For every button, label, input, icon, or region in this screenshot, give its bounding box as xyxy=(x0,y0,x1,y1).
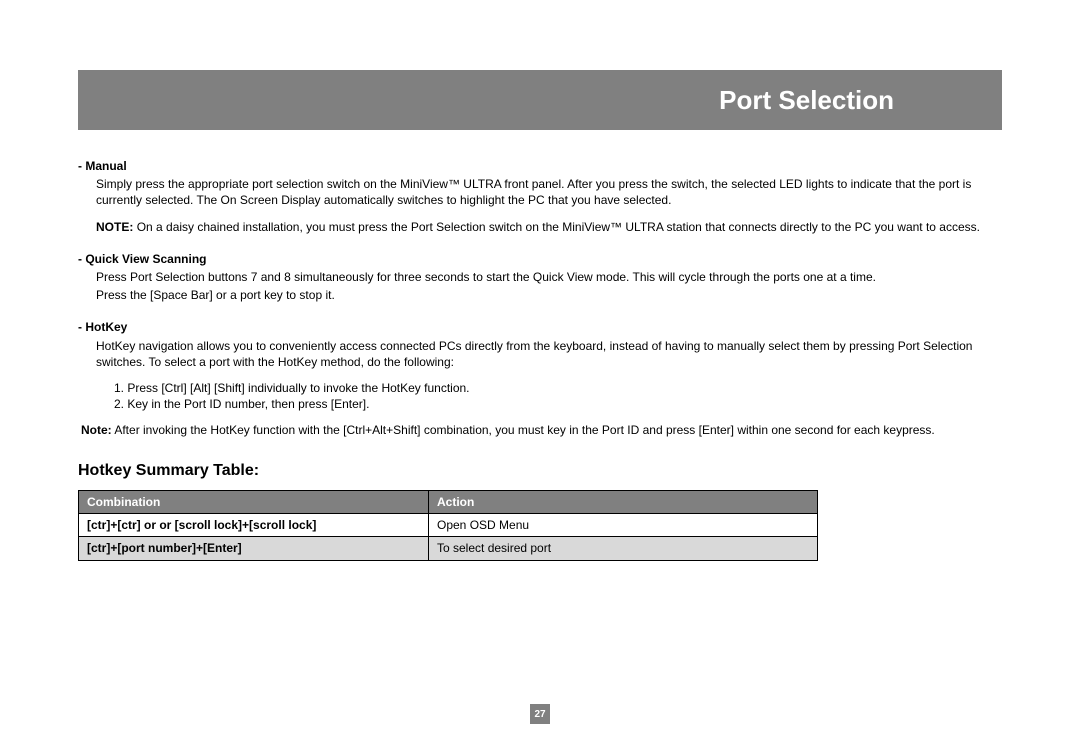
body-content: - Manual Simply press the appropriate po… xyxy=(78,158,1002,561)
hotkey-step-2: 2. Key in the Port ID number, then press… xyxy=(114,396,1002,412)
note-prefix: Note: xyxy=(81,423,112,437)
page-title: Port Selection xyxy=(719,85,894,116)
hotkey-step-1: 1. Press [Ctrl] [Alt] [Shift] individual… xyxy=(114,380,1002,396)
note-prefix: NOTE: xyxy=(96,220,133,234)
section-hotkey-body: HotKey navigation allows you to convenie… xyxy=(96,338,1002,370)
note-text: On a daisy chained installation, you mus… xyxy=(137,220,980,234)
section-manual-note: NOTE: On a daisy chained installation, y… xyxy=(118,219,1002,235)
table-row: [ctr]+[ctr] or or [scroll lock]+[scroll … xyxy=(79,514,818,537)
section-manual-body: Simply press the appropriate port select… xyxy=(96,176,1002,208)
cell-action: Open OSD Menu xyxy=(429,514,818,537)
col-header-combination: Combination xyxy=(79,491,429,514)
cell-combo: [ctr]+[ctr] or or [scroll lock]+[scroll … xyxy=(79,514,429,537)
table-header-row: Combination Action xyxy=(79,491,818,514)
section-hotkey-label: - HotKey xyxy=(78,319,1002,335)
section-qvs-label: - Quick View Scanning xyxy=(78,251,1002,267)
cell-action: To select desired port xyxy=(429,537,818,560)
section-qvs-body1: Press Port Selection buttons 7 and 8 sim… xyxy=(96,269,1002,285)
section-qvs-body2: Press the [Space Bar] or a port key to s… xyxy=(96,287,1002,303)
header-bar: Port Selection xyxy=(78,70,1002,130)
hotkey-steps: 1. Press [Ctrl] [Alt] [Shift] individual… xyxy=(114,380,1002,412)
document-page: Port Selection - Manual Simply press the… xyxy=(0,0,1080,561)
page-number-badge: 27 xyxy=(530,704,550,724)
cell-combo: [ctr]+[port number]+[Enter] xyxy=(79,537,429,560)
table-row: [ctr]+[port number]+[Enter] To select de… xyxy=(79,537,818,560)
col-header-action: Action xyxy=(429,491,818,514)
note-text: After invoking the HotKey function with … xyxy=(114,423,934,437)
section-manual-label: - Manual xyxy=(78,158,1002,174)
hotkey-summary-table: Combination Action [ctr]+[ctr] or or [sc… xyxy=(78,490,818,561)
section-hotkey-note: Note: After invoking the HotKey function… xyxy=(118,422,1002,438)
hotkey-table-title: Hotkey Summary Table: xyxy=(78,460,1002,482)
page-number: 27 xyxy=(534,709,545,720)
